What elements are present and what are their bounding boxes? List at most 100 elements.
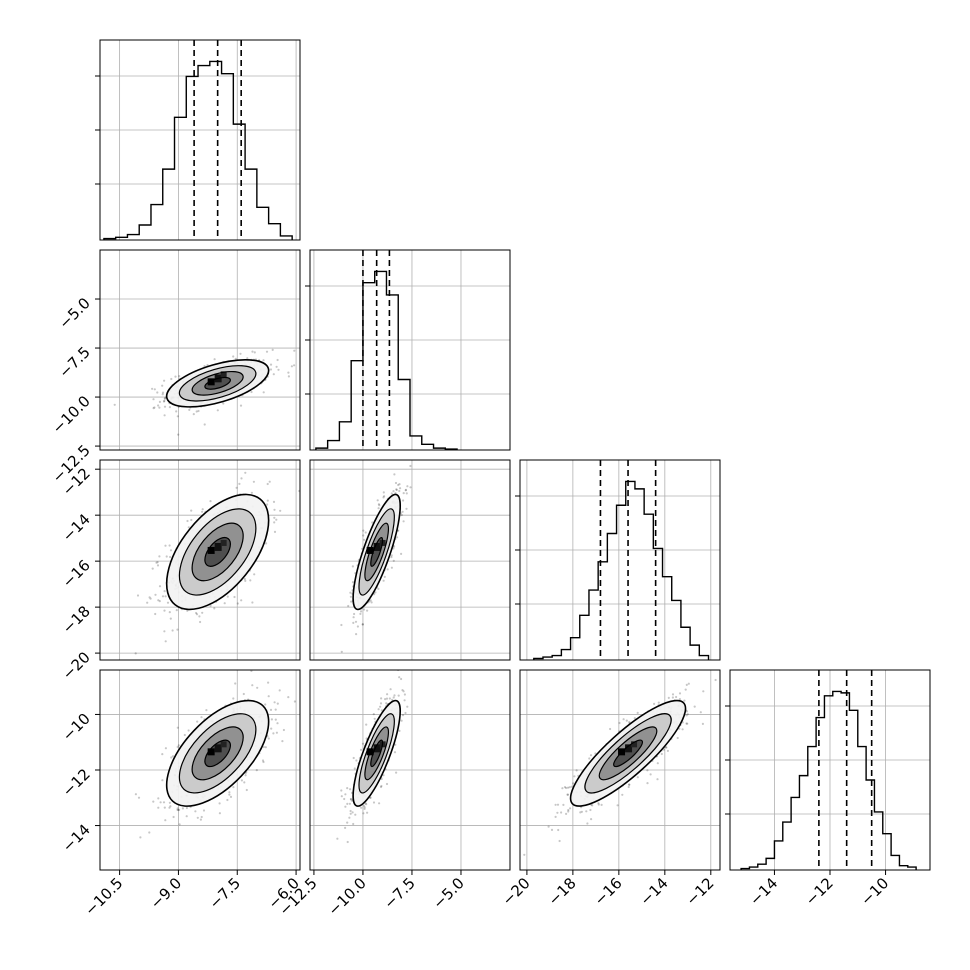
sample-point	[369, 796, 372, 799]
sample-point	[349, 595, 352, 598]
sample-point	[398, 729, 401, 733]
sample-point	[276, 358, 279, 362]
sample-point	[199, 620, 202, 624]
sample-point	[183, 733, 186, 737]
sample-point	[625, 719, 628, 722]
density-peak-cell	[373, 744, 381, 753]
sample-point	[181, 807, 184, 810]
sample-point	[405, 492, 408, 495]
sample-point	[355, 759, 358, 762]
sample-point	[362, 529, 365, 532]
contour-line	[178, 713, 257, 794]
density-peak-cell	[631, 741, 638, 748]
sample-point	[154, 612, 157, 616]
sample-point	[236, 602, 239, 605]
contour-line	[191, 726, 244, 781]
sample-point	[600, 803, 603, 807]
sample-point	[621, 793, 624, 796]
sample-point	[360, 806, 363, 809]
panel-background	[100, 250, 300, 450]
sample-point	[274, 708, 277, 711]
sample-point	[228, 791, 231, 794]
histogram-panel-3	[725, 669, 931, 871]
sample-point	[200, 815, 203, 819]
histogram-step	[103, 60, 293, 240]
sample-point	[348, 802, 351, 805]
sample-point	[365, 723, 368, 726]
sample-point	[199, 818, 202, 821]
sample-point	[163, 405, 167, 408]
density-peak-cell	[625, 744, 633, 753]
density-peak-cell	[214, 542, 222, 551]
sample-point	[344, 826, 347, 830]
sample-point	[152, 398, 155, 401]
sample-point	[202, 809, 206, 812]
sample-point	[566, 793, 569, 796]
sample-point	[562, 803, 565, 807]
sample-point	[232, 697, 235, 700]
sample-point	[681, 728, 684, 731]
panel-content	[523, 678, 717, 856]
sample-point	[354, 620, 358, 623]
sample-point	[579, 811, 582, 814]
sample-point	[157, 599, 160, 602]
sample-point	[390, 556, 393, 559]
sample-point	[275, 518, 278, 521]
panel-content	[340, 464, 412, 653]
sample-point	[382, 774, 385, 777]
sample-point	[244, 471, 247, 474]
sample-point	[239, 404, 243, 407]
sample-point	[287, 375, 290, 378]
sample-point	[163, 414, 166, 417]
sample-point	[235, 486, 238, 489]
sample-point	[276, 722, 279, 725]
histogram-panel-1	[305, 249, 511, 451]
sample-point	[272, 500, 276, 503]
sample-point	[336, 837, 339, 840]
sample-point	[685, 714, 688, 717]
sample-point	[169, 805, 172, 808]
sample-point	[406, 705, 409, 708]
sample-point	[379, 785, 383, 789]
sample-point	[378, 802, 381, 805]
sample-point	[186, 519, 189, 523]
sample-point	[266, 482, 269, 486]
sample-point	[185, 815, 188, 818]
y-tick-label: −18	[59, 602, 94, 637]
density-peak-cell	[214, 744, 222, 753]
sample-point	[262, 391, 265, 394]
sample-point	[244, 579, 247, 583]
sample-point	[352, 822, 355, 826]
contour-line	[364, 726, 390, 781]
sample-point	[251, 601, 254, 604]
sample-point	[246, 357, 249, 360]
sample-point	[349, 591, 352, 594]
sample-point	[390, 492, 393, 495]
sample-point	[170, 756, 173, 759]
sample-point	[363, 608, 366, 611]
contour-line	[178, 365, 257, 402]
sample-point	[344, 805, 347, 808]
panel-frame	[99, 459, 301, 661]
sample-point	[266, 499, 269, 502]
sample-point	[216, 409, 219, 412]
sample-point	[272, 373, 275, 376]
sample-point	[262, 760, 265, 764]
y-tick-label: −10.0	[49, 392, 94, 437]
sample-point	[390, 554, 393, 557]
sample-point	[293, 349, 296, 352]
sample-point	[175, 410, 178, 413]
sample-point	[169, 549, 173, 552]
sample-point	[665, 746, 668, 749]
sample-point	[255, 769, 258, 772]
sample-point	[161, 393, 164, 396]
sample-point	[137, 796, 141, 799]
scatter-panel-2-1	[309, 459, 511, 661]
sample-point	[371, 521, 374, 524]
sample-point	[157, 806, 160, 809]
sample-point	[233, 595, 236, 599]
sample-point	[192, 413, 195, 416]
scatter-panel-1-0: −12.5−10.0−7.5−5.0	[49, 249, 301, 486]
sample-point	[660, 752, 663, 756]
sample-point	[685, 722, 688, 725]
